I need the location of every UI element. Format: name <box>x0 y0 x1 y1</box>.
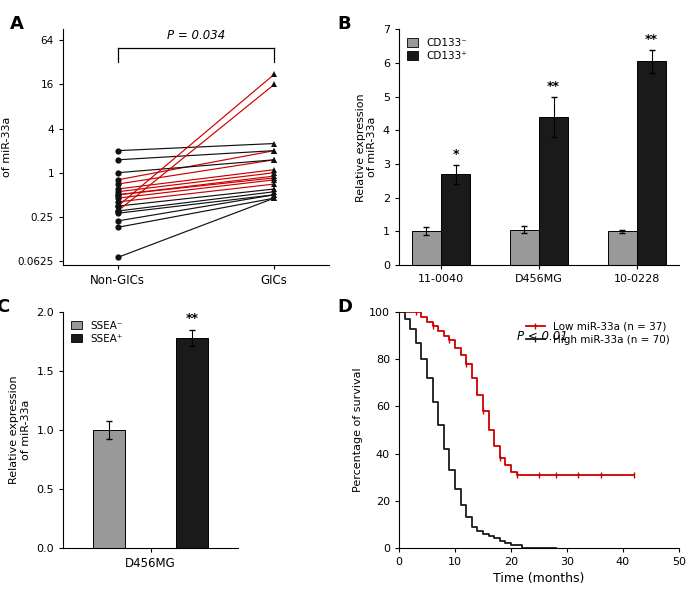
Y-axis label: Relative expression
of miR-33a: Relative expression of miR-33a <box>356 93 377 201</box>
Bar <box>608 231 637 265</box>
Bar <box>510 230 539 265</box>
Text: *: * <box>452 148 459 161</box>
Text: P = 0.034: P = 0.034 <box>167 29 225 42</box>
Bar <box>93 430 125 548</box>
Legend: SSEA⁻, SSEA⁺: SSEA⁻, SSEA⁺ <box>68 317 125 347</box>
Y-axis label: Percentage of survival: Percentage of survival <box>354 368 363 492</box>
Bar <box>637 61 666 265</box>
Bar <box>176 338 208 548</box>
Text: P < 0.01: P < 0.01 <box>517 330 567 343</box>
Text: **: ** <box>645 34 658 47</box>
Bar <box>539 117 568 265</box>
Text: **: ** <box>186 312 199 325</box>
Bar <box>412 231 441 265</box>
Text: C: C <box>0 298 10 316</box>
Y-axis label: Relative expression
of miR-33a: Relative expression of miR-33a <box>9 376 31 484</box>
Legend: CD133⁻, CD133⁺: CD133⁻, CD133⁺ <box>404 35 470 64</box>
Text: A: A <box>10 15 24 34</box>
Bar <box>441 174 470 265</box>
X-axis label: Time (months): Time (months) <box>494 573 584 585</box>
Legend: Low miR-33a (n = 37), High miR-33a (n = 70): Low miR-33a (n = 37), High miR-33a (n = … <box>522 317 674 349</box>
Text: **: ** <box>547 81 560 94</box>
Text: B: B <box>337 15 351 34</box>
Text: D: D <box>337 298 352 316</box>
Y-axis label: Relative expression
of miR-33a: Relative expression of miR-33a <box>0 93 12 201</box>
